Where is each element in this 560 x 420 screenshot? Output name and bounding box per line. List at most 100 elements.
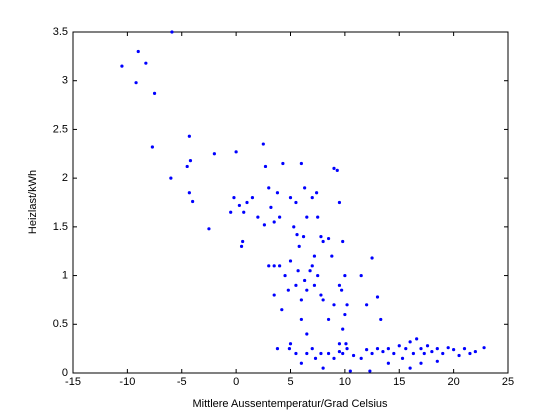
point: [272, 293, 276, 297]
y-tick-label: 2: [62, 172, 68, 184]
point: [261, 142, 265, 146]
point: [319, 235, 323, 239]
point: [341, 239, 345, 244]
point: [359, 273, 363, 278]
point: [330, 254, 334, 258]
point: [281, 161, 285, 166]
point: [425, 344, 430, 348]
point: [188, 159, 193, 163]
x-tick-label: 0: [233, 376, 239, 388]
point: [365, 348, 369, 352]
point: [245, 200, 249, 205]
point: [441, 351, 445, 356]
point: [400, 356, 405, 360]
point: [446, 346, 450, 350]
point: [335, 168, 339, 172]
point: [397, 344, 401, 348]
point: [299, 298, 303, 302]
point: [120, 64, 124, 68]
point: [462, 347, 467, 351]
point: [419, 361, 423, 365]
point: [482, 346, 486, 350]
point: [332, 166, 336, 170]
point: [379, 317, 383, 322]
x-tick-label: 15: [393, 376, 405, 388]
point: [310, 264, 314, 268]
y-axis-label: Heizlast/kWh: [27, 170, 39, 234]
point: [262, 223, 266, 227]
point: [411, 351, 415, 356]
point: [321, 298, 325, 302]
point: [365, 303, 369, 307]
point: [305, 288, 309, 292]
point: [368, 369, 372, 373]
point: [301, 235, 306, 239]
x-tick-label: 5: [287, 376, 293, 388]
point: [337, 349, 342, 354]
point: [229, 210, 233, 214]
point: [256, 215, 260, 219]
point: [319, 293, 323, 297]
point: [332, 356, 336, 360]
point: [297, 244, 301, 248]
point: [169, 176, 173, 180]
point: [269, 205, 273, 209]
x-tick-label: -10: [119, 376, 135, 388]
point: [340, 288, 344, 292]
point: [351, 353, 356, 358]
point: [468, 351, 472, 356]
point: [288, 196, 293, 200]
y-tick-label: 3.5: [53, 26, 68, 38]
point: [144, 61, 148, 65]
point: [452, 348, 456, 352]
point: [359, 356, 363, 360]
x-tick-label: 25: [502, 376, 514, 388]
point: [187, 191, 191, 195]
y-tick-label: 0: [62, 367, 68, 379]
point: [312, 283, 317, 287]
point: [242, 210, 246, 214]
point: [326, 317, 331, 322]
point: [241, 239, 245, 244]
point: [345, 303, 349, 307]
point: [312, 254, 317, 258]
point: [419, 347, 423, 351]
point: [430, 349, 434, 354]
point: [326, 351, 331, 356]
point: [408, 366, 412, 370]
point: [207, 227, 211, 231]
point: [152, 91, 157, 95]
point: [386, 347, 390, 351]
point: [392, 351, 396, 356]
point: [315, 191, 319, 195]
point: [250, 196, 255, 200]
point: [295, 233, 299, 237]
point: [275, 191, 280, 195]
point: [337, 200, 342, 205]
point: [272, 264, 276, 268]
point: [375, 295, 380, 299]
point: [344, 342, 348, 346]
x-tick-label: -5: [177, 376, 187, 388]
x-axis-label: Mittlere Aussentemperatur/Grad Celsius: [192, 398, 388, 410]
point: [234, 150, 238, 154]
point: [237, 203, 241, 208]
point: [422, 351, 426, 356]
point: [150, 145, 154, 149]
point: [321, 366, 325, 370]
point: [341, 351, 345, 356]
point: [337, 283, 342, 287]
point: [332, 303, 336, 307]
point: [310, 196, 314, 200]
point: [275, 347, 280, 351]
point: [185, 164, 189, 169]
point: [348, 369, 352, 373]
y-tick-label: 1.5: [53, 221, 68, 233]
point: [278, 264, 282, 268]
point: [308, 269, 312, 273]
point: [326, 236, 331, 241]
point: [278, 215, 282, 219]
point: [232, 196, 236, 200]
point: [170, 30, 174, 34]
point: [316, 215, 320, 219]
